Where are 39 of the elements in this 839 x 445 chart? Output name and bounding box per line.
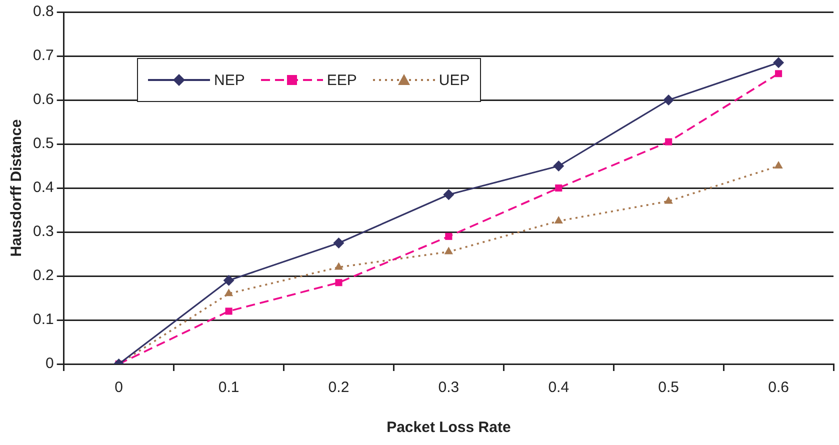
point [664, 196, 673, 204]
point [334, 262, 344, 270]
point [774, 161, 783, 168]
y-tick-label: 0.8 [32, 3, 54, 20]
point [225, 308, 232, 315]
y-tick-label: 0.2 [32, 267, 54, 284]
legend-label: NEP [214, 72, 245, 88]
point [444, 246, 454, 254]
x-tick-label: 0.3 [438, 379, 460, 396]
y-axis-title: Hausdorff Distance [8, 119, 26, 257]
point [443, 189, 454, 200]
legend-label: UEP [438, 72, 470, 88]
point [555, 184, 562, 192]
x-tick-label: 0.5 [658, 379, 680, 396]
y-tick-label: 0.7 [32, 47, 54, 64]
point [773, 57, 784, 68]
y-tick-label: 0.6 [32, 91, 54, 108]
point [335, 279, 342, 286]
x-tick-label: 0.1 [218, 379, 240, 396]
legend-label: EEP [326, 72, 357, 88]
x-tick-label: 0.4 [548, 379, 570, 396]
y-tick-label: 0 [46, 355, 54, 372]
point [445, 232, 452, 240]
point [333, 238, 344, 248]
y-tick-label: 0.5 [32, 135, 54, 152]
y-tick-label: 0.3 [32, 223, 54, 240]
point [665, 138, 672, 146]
point [554, 216, 563, 224]
point [223, 274, 234, 286]
point [663, 94, 674, 106]
x-tick-label: 0.6 [768, 379, 789, 396]
point [224, 288, 234, 296]
point [553, 160, 564, 172]
y-tick-label: 0.4 [32, 179, 54, 196]
x-tick-label: 0.2 [328, 379, 350, 396]
x-tick-label: 0 [114, 379, 123, 396]
x-axis-title: Packet Loss Rate [386, 419, 511, 436]
point [774, 70, 782, 78]
y-tick-label: 0.1 [32, 311, 54, 328]
